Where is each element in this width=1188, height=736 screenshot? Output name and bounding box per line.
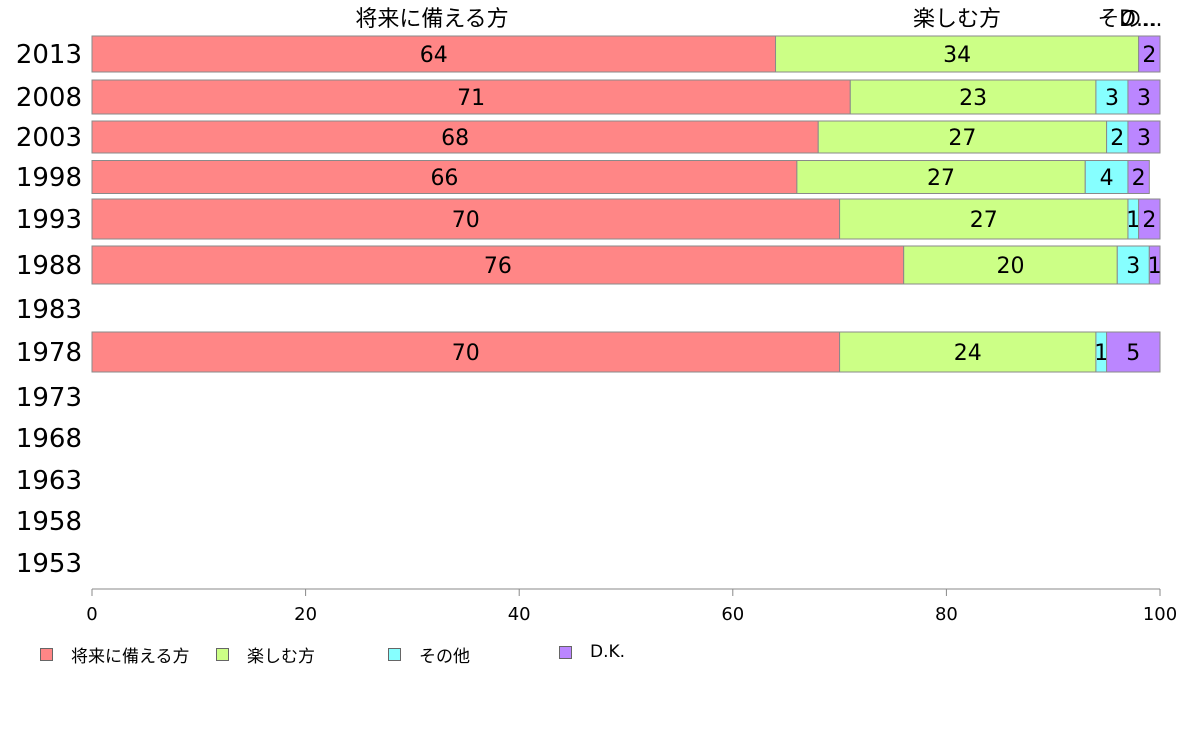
x-tick-label: 60 xyxy=(721,604,744,625)
bar-segment xyxy=(1127,79,1161,115)
category-label: 1968 xyxy=(16,424,82,454)
bar-segment xyxy=(91,245,905,285)
bar-segment xyxy=(1106,331,1161,373)
data-label: 27 xyxy=(970,208,998,233)
bar-segment xyxy=(91,331,841,373)
data-label: 3 xyxy=(1126,254,1140,279)
x-tick-label: 80 xyxy=(935,604,958,625)
category-label: 1993 xyxy=(16,205,82,235)
category-label: 1973 xyxy=(16,383,82,413)
legend-swatch-2 xyxy=(388,648,401,661)
bar-segment xyxy=(839,331,1097,373)
data-label: 2 xyxy=(1142,43,1156,68)
bar-segment xyxy=(796,160,1086,194)
data-label: 20 xyxy=(996,254,1024,279)
top-series-label: D... xyxy=(1119,7,1157,32)
bar-segment xyxy=(839,198,1129,240)
data-label: 2 xyxy=(1132,166,1146,191)
bar-segment xyxy=(1116,245,1150,285)
bar-segment xyxy=(775,35,1140,73)
legend-swatch-1 xyxy=(216,648,229,661)
bar-segment xyxy=(1127,160,1150,194)
top-series-label: 楽しむ方 xyxy=(913,7,1001,32)
data-label: 23 xyxy=(959,86,987,111)
data-label: 2 xyxy=(1142,208,1156,233)
data-label: 1 xyxy=(1126,208,1140,233)
bar-segment xyxy=(91,79,851,115)
data-label: 1 xyxy=(1148,254,1162,279)
bar-segment xyxy=(1127,120,1161,154)
x-tick-label: 0 xyxy=(86,604,97,625)
bar-segment xyxy=(91,198,841,240)
bar-segment xyxy=(91,120,819,154)
data-label: 27 xyxy=(927,166,955,191)
data-label: 71 xyxy=(457,86,485,111)
bar-segment xyxy=(1095,79,1129,115)
bar-segment xyxy=(903,245,1118,285)
data-label: 70 xyxy=(452,208,480,233)
data-label: 3 xyxy=(1137,126,1151,151)
x-tick-label: 100 xyxy=(1143,604,1177,625)
category-label: 1998 xyxy=(16,163,82,193)
data-label: 68 xyxy=(441,126,469,151)
top-series-label: その... xyxy=(1098,7,1163,32)
category-label: 2013 xyxy=(16,40,82,70)
data-label: 70 xyxy=(452,341,480,366)
legend-label-3: D.K. xyxy=(590,642,626,662)
data-label: 64 xyxy=(420,43,448,68)
category-label: 1983 xyxy=(16,295,82,325)
data-label: 34 xyxy=(943,43,971,68)
legend-label-0: 将来に備える方 xyxy=(71,647,190,667)
bar-segment xyxy=(1084,160,1129,194)
legend-label-1: 楽しむ方 xyxy=(247,647,315,667)
bar-segment xyxy=(91,35,777,73)
legend-swatch-3 xyxy=(559,645,572,659)
category-label: 1978 xyxy=(16,338,82,368)
bar-segment xyxy=(91,160,798,194)
bar-segment xyxy=(1138,35,1161,73)
legend-item-1: 楽しむ方 xyxy=(216,642,315,667)
data-label: 2 xyxy=(1110,126,1124,151)
x-tick-label: 40 xyxy=(508,604,531,625)
data-label: 3 xyxy=(1105,86,1119,111)
data-label: 76 xyxy=(484,254,512,279)
category-label: 1963 xyxy=(16,466,82,496)
top-series-label: 将来に備える方 xyxy=(355,7,508,32)
legend-item-3: D.K. xyxy=(559,642,625,662)
data-label: 27 xyxy=(948,126,976,151)
data-label: 1 xyxy=(1094,341,1108,366)
data-label: 3 xyxy=(1137,86,1151,111)
data-label: 4 xyxy=(1100,166,1114,191)
legend-label-2: その他 xyxy=(419,647,470,667)
data-label: 24 xyxy=(954,341,982,366)
bar-segment xyxy=(1138,198,1161,240)
data-label: 5 xyxy=(1126,341,1140,366)
legend-swatch-0 xyxy=(40,648,53,661)
legend-item-2: その他 xyxy=(388,642,470,667)
category-label: 1953 xyxy=(16,549,82,579)
category-label: 2003 xyxy=(16,123,82,153)
category-label: 2008 xyxy=(16,83,82,113)
legend-item-0: 将来に備える方 xyxy=(40,642,190,667)
category-label: 1958 xyxy=(16,507,82,537)
bar-segment xyxy=(849,79,1097,115)
category-label: 1988 xyxy=(16,251,82,281)
bar-segment xyxy=(817,120,1108,154)
bar-segment xyxy=(1148,245,1161,285)
x-tick-label: 20 xyxy=(294,604,317,625)
data-label: 66 xyxy=(430,166,458,191)
